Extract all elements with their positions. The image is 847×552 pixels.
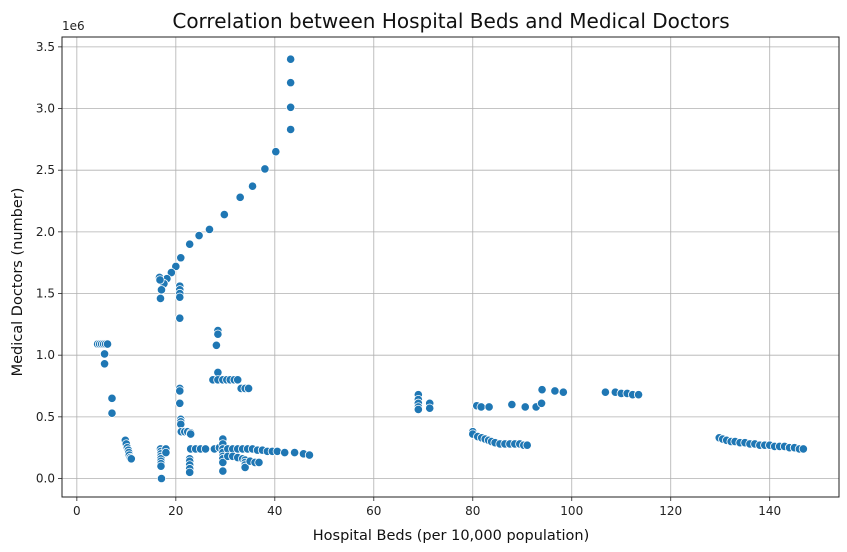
data-point (99, 359, 110, 369)
data-point (507, 399, 517, 410)
plot-frame (61, 36, 840, 498)
data-point (176, 253, 186, 263)
data-point (171, 261, 181, 271)
data-point (600, 387, 611, 397)
data-point (286, 78, 296, 88)
data-point (520, 402, 530, 412)
data-point (476, 402, 486, 412)
data-point (155, 275, 165, 285)
x-axis-ticks: 0 20 40 60 80 100 120 140 (73, 497, 781, 518)
data-point (290, 448, 300, 458)
y-tick-label: 2.0 (36, 225, 55, 239)
x-tick-label: 140 (758, 504, 781, 518)
data-point (107, 393, 117, 403)
y-offset-label: 1e6 (62, 19, 85, 33)
x-tick-label: 120 (659, 504, 682, 518)
x-tick-label: 80 (465, 504, 480, 518)
data-point (286, 54, 296, 64)
data-point (558, 387, 568, 397)
data-point (185, 467, 195, 477)
data-point (240, 462, 250, 473)
data-point (233, 375, 243, 385)
data-point (156, 285, 167, 295)
data-point (235, 192, 245, 202)
data-point (425, 403, 435, 413)
data-point (166, 267, 176, 278)
data-point (107, 408, 117, 418)
grid (62, 37, 839, 497)
data-point (186, 429, 196, 439)
data-point (304, 450, 315, 460)
data-point (536, 398, 547, 408)
data-point (161, 448, 171, 458)
chart-title: Correlation between Hospital Beds and Me… (172, 9, 729, 33)
data-point (126, 454, 136, 464)
x-axis-label: Hospital Beds (per 10,000 population) (313, 528, 590, 544)
x-tick-label: 40 (267, 504, 282, 518)
y-axis-ticks: 0.0 0.5 1.0 1.5 2.0 2.5 3.0 3.5 (36, 40, 62, 486)
data-point (185, 239, 195, 249)
data-point (218, 466, 228, 476)
data-point (633, 390, 644, 400)
data-point (175, 292, 185, 302)
data-point (537, 385, 547, 395)
y-tick-label: 1.5 (36, 287, 55, 301)
x-tick-label: 100 (560, 504, 583, 518)
y-tick-label: 0.0 (36, 472, 55, 486)
y-axis-label: Medical Doctors (number) (10, 188, 26, 377)
data-point (155, 293, 166, 304)
data-point (286, 124, 296, 135)
data-point (99, 349, 110, 359)
data-point (271, 147, 281, 157)
data-point (254, 457, 264, 468)
y-tick-label: 3.5 (36, 40, 55, 54)
data-point (219, 209, 229, 220)
data-point (194, 230, 204, 241)
x-tick-label: 0 (73, 504, 81, 518)
data-point (213, 329, 223, 339)
y-tick-label: 3.0 (36, 102, 55, 116)
data-point (522, 440, 532, 450)
data-point (204, 224, 215, 234)
data-point (798, 444, 808, 454)
data-point (243, 383, 254, 394)
y-tick-label: 0.5 (36, 410, 55, 424)
data-point (280, 448, 290, 458)
data-point (286, 102, 296, 112)
data-point (175, 398, 185, 408)
data-point (413, 404, 423, 415)
data-point (200, 444, 211, 454)
data-point (102, 339, 113, 349)
x-tick-label: 60 (366, 504, 381, 518)
data-point (272, 446, 282, 456)
data-point (211, 340, 222, 350)
data-point (156, 473, 167, 484)
data-points (93, 54, 808, 484)
y-tick-label: 2.5 (36, 163, 55, 177)
data-point (175, 386, 185, 396)
y-tick-label: 1.0 (36, 348, 55, 362)
data-point (247, 181, 258, 191)
data-point (484, 402, 494, 412)
x-tick-label: 20 (168, 504, 183, 518)
data-point (156, 461, 166, 471)
data-point (550, 386, 560, 396)
data-point (260, 164, 270, 174)
data-point (175, 313, 185, 323)
